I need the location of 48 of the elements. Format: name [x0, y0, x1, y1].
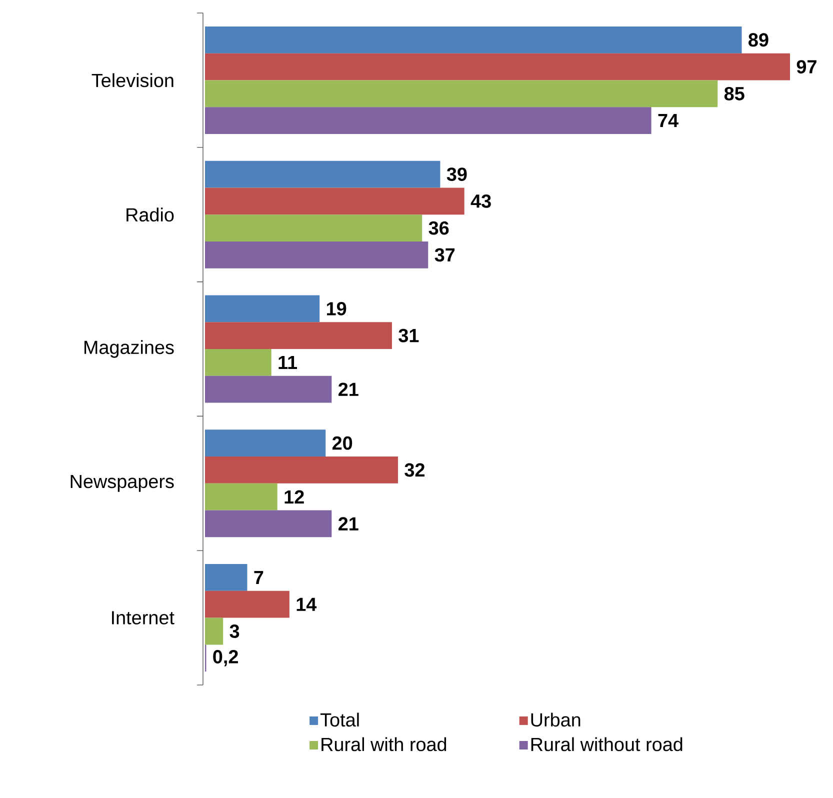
legend-label: Urban	[531, 712, 580, 727]
bar	[204, 510, 332, 538]
bar	[204, 26, 742, 54]
y-tick-label: Television	[92, 73, 174, 88]
bar	[204, 483, 278, 510]
data-label: 20	[332, 436, 352, 450]
legend-label: Total	[320, 712, 359, 727]
data-label: 97	[796, 60, 816, 74]
data-label: 21	[338, 382, 358, 396]
bar	[204, 349, 272, 376]
bar	[204, 456, 398, 484]
data-label: 21	[338, 517, 358, 530]
data-label: 89	[748, 33, 768, 47]
data-label: 74	[658, 114, 678, 128]
bar	[204, 214, 422, 242]
bar	[204, 564, 248, 591]
data-label: 31	[398, 328, 419, 342]
legend-label: Rural with road	[322, 737, 446, 752]
bar	[204, 590, 290, 618]
bar	[204, 53, 790, 80]
bar	[204, 107, 652, 134]
bar	[204, 322, 392, 350]
data-label: 85	[724, 86, 744, 100]
data-label: 19	[326, 302, 346, 316]
bar	[204, 430, 326, 457]
data-label: 7	[254, 570, 264, 584]
data-label: 37	[434, 248, 455, 262]
legend-label: Rural without road	[531, 737, 682, 752]
y-tick-label: Internet	[112, 611, 174, 624]
data-label: 36	[428, 221, 449, 235]
data-label: 3	[230, 624, 240, 638]
y-tick-label: Newspapers	[70, 474, 174, 492]
y-tick-label: Radio	[126, 208, 174, 222]
data-label: 12	[284, 490, 304, 504]
bar	[204, 618, 224, 645]
bar	[204, 80, 718, 108]
bar	[204, 160, 440, 188]
data-label: 32	[404, 463, 424, 477]
bar	[204, 376, 332, 403]
bar	[204, 241, 428, 268]
y-tick-label: Magazines	[84, 340, 174, 358]
data-label: 14	[296, 598, 317, 611]
bar	[204, 295, 320, 322]
bar	[204, 188, 464, 215]
data-label: 39	[446, 168, 467, 182]
data-label: 11	[278, 356, 298, 369]
data-label: 43	[470, 194, 491, 208]
data-label: 0,2	[213, 650, 238, 666]
